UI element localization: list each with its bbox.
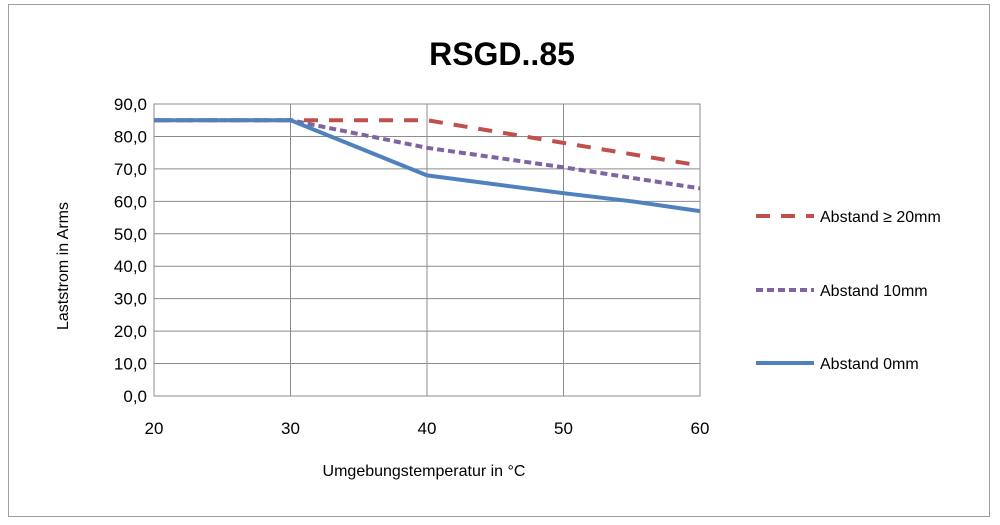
y-tick-label: 50,0	[114, 225, 147, 244]
x-tick-label: 60	[691, 419, 710, 438]
y-tick-label: 70,0	[114, 160, 147, 179]
legend-label-3: Abstand 0mm	[820, 356, 919, 373]
x-tick-label: 30	[281, 419, 300, 438]
plot-border	[153, 103, 701, 397]
legend-label-2: Abstand 10mm	[820, 283, 928, 300]
chart-title: RSGD..85	[429, 36, 575, 72]
y-tick-label: 80,0	[114, 127, 147, 146]
y-tick-label: 10,0	[114, 355, 147, 374]
series-line-3	[154, 118, 701, 214]
y-tick-label: 30,0	[114, 290, 147, 309]
x-axis-ticks: 20 30 40 50 60	[145, 419, 710, 438]
x-tick-label: 40	[418, 419, 437, 438]
legend: Abstand ≥ 20mm Abstand 10mm Abstand 0mm	[756, 209, 941, 373]
data-series	[154, 118, 701, 214]
chart-frame	[8, 4, 990, 517]
y-tick-label: 40,0	[114, 257, 147, 276]
x-tick-label: 50	[554, 419, 573, 438]
y-axis-label: Laststrom in Arms	[55, 202, 72, 330]
plot-area	[153, 103, 701, 397]
y-axis-ticks: 0,0 10,0 20,0 30,0 40,0 50,0 60,0 70,0 80,0 90,0	[114, 95, 147, 406]
x-axis-label: Umgebungstemperatur in °C	[323, 463, 526, 480]
series-line-1	[154, 118, 701, 168]
y-tick-label: 0,0	[123, 387, 147, 406]
x-tick-label: 20	[145, 419, 164, 438]
y-tick-label: 60,0	[114, 192, 147, 211]
legend-label-1: Abstand ≥ 20mm	[820, 209, 941, 226]
y-tick-label: 90,0	[114, 95, 147, 114]
y-tick-label: 20,0	[114, 322, 147, 341]
